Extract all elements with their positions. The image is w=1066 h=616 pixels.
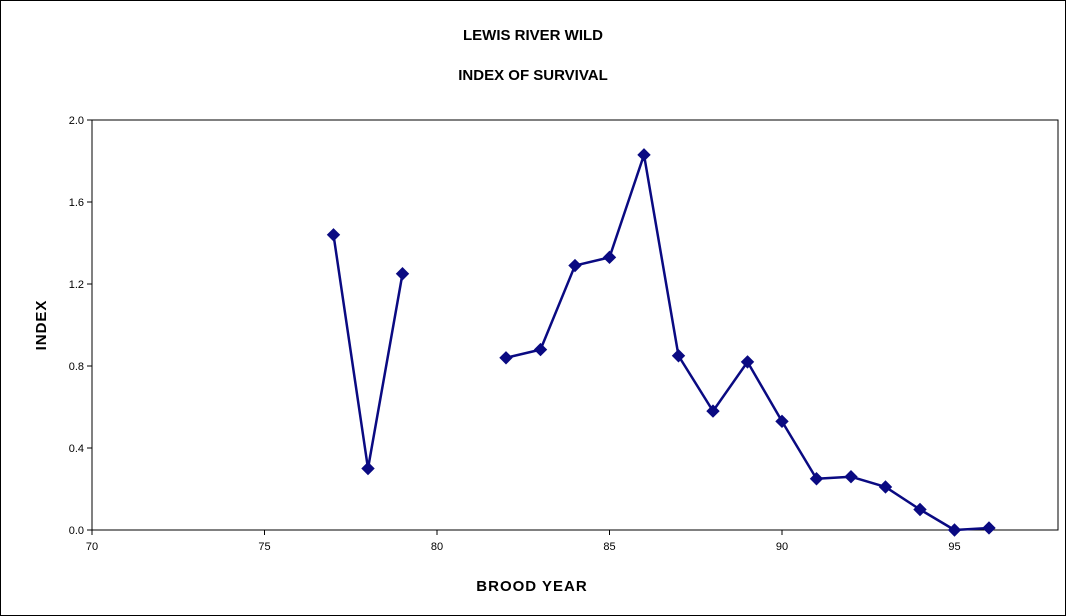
chart-title-line-1: LEWIS RIVER WILD <box>463 27 603 44</box>
data-point-marker <box>775 414 789 429</box>
data-point-marker <box>740 355 755 369</box>
x-tick-label: 95 <box>948 541 960 553</box>
data-point-marker <box>809 472 824 486</box>
x-tick-label: 85 <box>603 541 615 553</box>
y-tick-label: 1.6 <box>69 197 84 209</box>
x-axis-title: BROOD YEAR <box>476 578 587 595</box>
data-point-marker <box>671 349 686 363</box>
data-point-marker <box>637 148 651 162</box>
chart-title-line-2: INDEX OF SURVIVAL <box>458 67 607 84</box>
y-tick-label: 2.0 <box>69 115 84 127</box>
plot-area <box>91 119 1059 531</box>
y-tick-label: 1.2 <box>69 279 84 291</box>
data-point-marker <box>395 267 410 281</box>
x-tick-label: 70 <box>86 541 98 553</box>
x-tick-label: 90 <box>776 541 788 553</box>
data-point-marker <box>533 342 548 357</box>
y-axis-title: INDEX <box>33 300 50 351</box>
data-point-marker <box>361 461 375 476</box>
y-tick-label: 0.8 <box>69 361 84 373</box>
y-tick-label: 0.0 <box>69 525 84 537</box>
data-point-marker <box>947 523 962 537</box>
data-point-marker <box>568 258 582 273</box>
data-point-marker <box>602 250 617 265</box>
data-point-marker <box>326 228 341 242</box>
y-axis: 0.0 0.4 0.8 1.2 1.6 2.0 <box>69 115 92 537</box>
x-tick-label: 75 <box>258 541 270 553</box>
data-point-marker <box>878 480 893 494</box>
series-group <box>326 148 996 537</box>
x-tick-label: 80 <box>431 541 443 553</box>
y-tick-label: 0.4 <box>69 443 84 455</box>
data-point-marker <box>499 351 513 365</box>
x-axis: 70 75 80 85 90 95 <box>86 530 961 553</box>
data-point-marker <box>913 502 927 517</box>
data-point-marker <box>982 521 996 535</box>
data-point-marker <box>706 404 720 418</box>
data-point-marker <box>844 469 858 484</box>
